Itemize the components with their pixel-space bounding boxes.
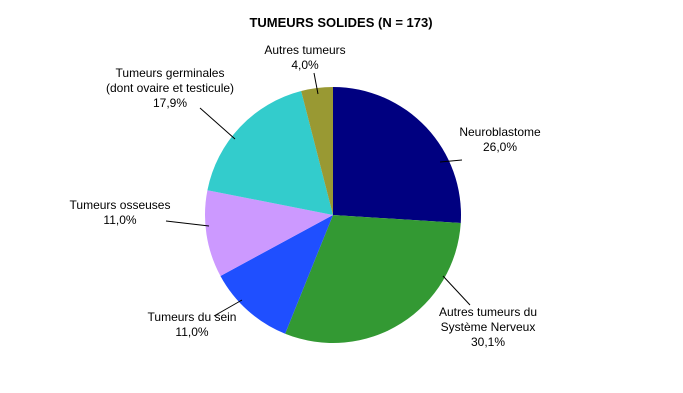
leader-line	[165, 220, 210, 227]
slice-label: Tumeurs germinales (dont ovaire et testic…	[106, 66, 234, 95]
pie-slice	[220, 215, 333, 334]
value-label: 4,0%	[291, 58, 319, 72]
pie-slice	[204, 190, 333, 276]
pie-slice	[207, 91, 333, 215]
leader-line	[439, 159, 463, 163]
value-label: 26,0%	[483, 140, 517, 154]
leader-line	[442, 275, 471, 306]
pie-slice	[285, 215, 461, 343]
value-label: 30,1%	[471, 335, 505, 349]
pie-slice	[301, 87, 333, 215]
chart-title: TUMEURS SOLIDES (N = 173)	[249, 15, 432, 30]
pie-slice	[333, 87, 461, 224]
leader-line	[199, 107, 236, 140]
slice-label: Neuroblastome	[459, 125, 541, 139]
slice-label: Tumeurs du sein	[148, 310, 237, 324]
leader-line	[313, 72, 319, 95]
slice-label: Tumeurs osseuses	[70, 198, 171, 212]
slice-label: Autres tumeurs du Système Nerveux	[439, 305, 537, 334]
value-label: 17,9%	[153, 96, 187, 110]
value-label: 11,0%	[175, 325, 208, 339]
leader-line	[213, 299, 243, 317]
slice-label: Autres tumeurs	[264, 43, 345, 57]
value-label: 11,0%	[103, 213, 136, 227]
